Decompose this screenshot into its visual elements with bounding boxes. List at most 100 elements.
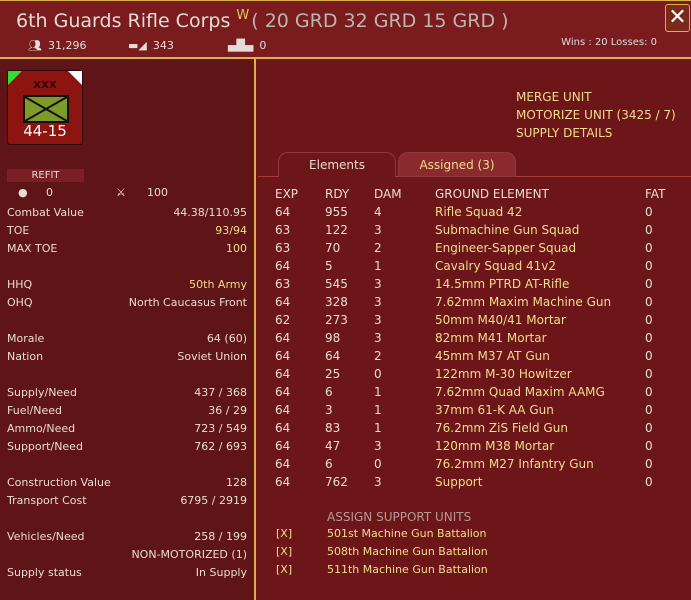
merge-unit-link[interactable]: MERGE UNIT bbox=[516, 90, 592, 104]
stat-row: Supply status In Supply bbox=[7, 566, 247, 584]
cell-dam: 4 bbox=[374, 205, 382, 219]
close-button[interactable]: ✕ bbox=[665, 4, 690, 32]
supply-details-link[interactable]: SUPPLY DETAILS bbox=[516, 126, 613, 140]
cell-rdy: 25 bbox=[325, 367, 341, 381]
cell-ground-element: 76.2mm M27 Infantry Gun bbox=[435, 457, 594, 471]
stat-value: 723 / 549 bbox=[194, 422, 247, 435]
stat-row: Fuel/Need 36 / 29 bbox=[7, 404, 247, 422]
stat-row: Nation Soviet Union bbox=[7, 350, 247, 368]
men-stat: 👥︎ 31,296 bbox=[28, 39, 128, 52]
table-row[interactable]: 64 83 1 76.2mm ZiS Field Gun 0 bbox=[275, 419, 665, 437]
remove-support-button[interactable]: [X] bbox=[276, 563, 293, 576]
table-row[interactable]: 64 98 3 82mm M41 Mortar 0 bbox=[275, 329, 665, 347]
unit-counter[interactable]: XXX 44-15 bbox=[7, 70, 83, 145]
cell-fat: 0 bbox=[645, 295, 653, 309]
cell-rdy: 3 bbox=[325, 403, 333, 417]
stat-row: Vehicles/Need 258 / 199 bbox=[7, 530, 247, 548]
table-row[interactable]: 62 273 3 50mm M40/41 Mortar 0 bbox=[275, 311, 665, 329]
cell-rdy: 6 bbox=[325, 457, 333, 471]
cell-fat: 0 bbox=[645, 439, 653, 453]
unit-badge: W bbox=[236, 8, 250, 23]
cell-ground-element: Engineer-Sapper Squad bbox=[435, 241, 577, 255]
cell-dam: 3 bbox=[374, 439, 382, 453]
table-row[interactable]: 64 25 0 122mm M-30 Howitzer 0 bbox=[275, 365, 665, 383]
tab-elements[interactable]: Elements bbox=[278, 152, 396, 177]
stat-value: 6795 / 2919 bbox=[180, 494, 247, 507]
stat-row: TOE 93/94 bbox=[7, 224, 247, 242]
cell-rdy: 955 bbox=[325, 205, 348, 219]
cell-ground-element: Rifle Squad 42 bbox=[435, 205, 523, 219]
stat-row: NON-MOTORIZED (1) bbox=[7, 548, 247, 566]
table-row[interactable]: 64 762 3 Support 0 bbox=[275, 473, 665, 491]
stat-row: Combat Value 44.38/110.95 bbox=[7, 206, 247, 224]
guns-count: 343 bbox=[152, 39, 174, 52]
cell-rdy: 70 bbox=[325, 241, 341, 255]
cell-rdy: 545 bbox=[325, 277, 348, 291]
cell-dam: 1 bbox=[374, 403, 382, 417]
support-unit-name[interactable]: 508th Machine Gun Battalion bbox=[327, 545, 488, 558]
table-row[interactable]: 64 6 0 76.2mm M27 Infantry Gun 0 bbox=[275, 455, 665, 473]
cell-fat: 0 bbox=[645, 331, 653, 345]
table-row[interactable]: 64 3 1 37mm 61-K AA Gun 0 bbox=[275, 401, 665, 419]
cell-exp: 64 bbox=[275, 403, 291, 417]
unit-size: XXX bbox=[33, 80, 57, 91]
table-row[interactable]: 63 70 2 Engineer-Sapper Squad 0 bbox=[275, 239, 665, 257]
tanks-count: 0 bbox=[259, 39, 267, 52]
cell-fat: 0 bbox=[645, 313, 653, 327]
support-unit-name[interactable]: 511th Machine Gun Battalion bbox=[327, 563, 488, 576]
cell-exp: 64 bbox=[275, 385, 291, 399]
cell-exp: 63 bbox=[275, 223, 291, 237]
stat-label: Support/Need bbox=[7, 440, 83, 453]
cell-dam: 3 bbox=[374, 295, 382, 309]
unit-actions: MERGE UNIT MOTORIZE UNIT (3425 / 7) SUPP… bbox=[516, 88, 676, 142]
stat-value: 93/94 bbox=[215, 224, 247, 237]
table-row[interactable]: 63 122 3 Submachine Gun Squad 0 bbox=[275, 221, 665, 239]
cell-exp: 63 bbox=[275, 241, 291, 255]
table-row[interactable]: 64 5 1 Cavalry Squad 41v2 0 bbox=[275, 257, 665, 275]
cell-dam: 1 bbox=[374, 421, 382, 435]
tab-assigned[interactable]: Assigned (3) bbox=[398, 152, 516, 177]
elements-panel: MERGE UNIT MOTORIZE UNIT (3425 / 7) SUPP… bbox=[258, 59, 691, 600]
cell-dam: 3 bbox=[374, 277, 382, 291]
support-unit-name[interactable]: 501st Machine Gun Battalion bbox=[327, 527, 487, 540]
remove-support-button[interactable]: [X] bbox=[276, 527, 293, 540]
cell-ground-element: 50mm M40/41 Mortar bbox=[435, 313, 566, 327]
col-fat[interactable]: FAT bbox=[645, 187, 666, 201]
cell-exp: 64 bbox=[275, 421, 291, 435]
stat-a-value: 0 bbox=[46, 186, 53, 199]
stat-value: North Caucasus Front bbox=[128, 296, 247, 309]
cell-fat: 0 bbox=[645, 421, 653, 435]
tank-icon: ▄█▄ bbox=[228, 39, 254, 52]
col-ground-element[interactable]: GROUND ELEMENT bbox=[435, 187, 549, 201]
table-row[interactable]: 63 545 3 14.5mm PTRD AT-Rifle 0 bbox=[275, 275, 665, 293]
motorize-unit-link[interactable]: MOTORIZE UNIT (3425 / 7) bbox=[516, 108, 676, 122]
table-row[interactable]: 64 64 2 45mm M37 AT Gun 0 bbox=[275, 347, 665, 365]
cell-ground-element: Support bbox=[435, 475, 483, 489]
status-icons: ● 0 ⚔ 100 bbox=[18, 186, 248, 199]
cell-dam: 3 bbox=[374, 331, 382, 345]
stat-value: 100 bbox=[226, 242, 247, 255]
table-row[interactable]: 64 328 3 7.62mm Maxim Machine Gun 0 bbox=[275, 293, 665, 311]
col-rdy[interactable]: RDY bbox=[325, 187, 350, 201]
cell-ground-element: 7.62mm Maxim Machine Gun bbox=[435, 295, 612, 309]
unit-title: 6th Guards Rifle Corps W( 20 GRD 32 GRD … bbox=[16, 8, 509, 32]
tanks-stat: ▄█▄ 0 bbox=[228, 39, 266, 52]
remove-support-button[interactable]: [X] bbox=[276, 545, 293, 558]
table-row[interactable]: 64 6 1 7.62mm Quad Maxim AAMG 0 bbox=[275, 383, 665, 401]
cell-rdy: 64 bbox=[325, 349, 341, 363]
gun-icon: ▬◢ bbox=[128, 39, 147, 52]
cell-ground-element: 14.5mm PTRD AT-Rifle bbox=[435, 277, 570, 291]
table-row[interactable]: 64 47 3 120mm M38 Mortar 0 bbox=[275, 437, 665, 455]
stat-value: 50th Army bbox=[189, 278, 247, 291]
col-exp[interactable]: EXP bbox=[275, 187, 299, 201]
col-dam[interactable]: DAM bbox=[374, 187, 402, 201]
stat-label: Supply status bbox=[7, 566, 82, 579]
cell-rdy: 762 bbox=[325, 475, 348, 489]
cell-exp: 64 bbox=[275, 349, 291, 363]
cell-ground-element: 82mm M41 Mortar bbox=[435, 331, 547, 345]
cell-rdy: 98 bbox=[325, 331, 341, 345]
table-row[interactable]: 64 955 4 Rifle Squad 42 0 bbox=[275, 203, 665, 221]
cell-dam: 3 bbox=[374, 223, 382, 237]
refit-button[interactable]: REFIT bbox=[7, 169, 84, 182]
fuel-drop-icon: ● bbox=[18, 186, 28, 199]
